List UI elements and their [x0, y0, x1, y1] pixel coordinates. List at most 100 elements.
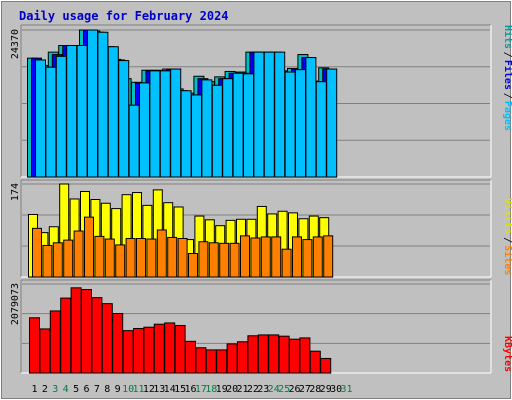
bar-pages-day-27 [305, 57, 317, 178]
bar-pages-day-26 [295, 69, 306, 178]
bar-kbytes-day-27 [299, 337, 311, 374]
bar-kbytes-day-3 [49, 310, 61, 374]
day-label-5: 5 [73, 384, 79, 395]
bar-sites-day-9 [115, 244, 126, 278]
bar-sites-day-12 [146, 238, 157, 278]
legend-separator: / [502, 237, 512, 243]
bar-pages-day-13 [159, 70, 171, 178]
day-label-16: 16 [184, 384, 196, 395]
day-label-17: 17 [195, 384, 207, 395]
bar-sites-day-26 [292, 236, 302, 278]
bar-pages-day-7 [97, 31, 109, 178]
bar-sites-day-17 [198, 241, 209, 278]
bar-sites-day-20 [229, 242, 240, 278]
bar-kbytes-day-16 [185, 340, 196, 374]
bar-sites-day-24 [271, 236, 282, 278]
bar-sites-day-7 [94, 235, 105, 278]
day-label-30: 30 [330, 384, 342, 395]
legend-sites: Sites [502, 245, 512, 275]
bar-kbytes-day-2 [39, 328, 51, 374]
legend-separator: / [502, 52, 512, 58]
day-label-4: 4 [63, 384, 69, 395]
bar-sites-day-5 [73, 230, 84, 278]
bar-pages-day-29 [326, 68, 338, 178]
bar-kbytes-day-14 [164, 322, 176, 374]
day-label-26: 26 [288, 384, 300, 395]
bar-sites-day-10 [125, 238, 136, 278]
bar-sites-day-1 [32, 227, 42, 278]
legend-pages: Pages [502, 101, 512, 131]
day-label-7: 7 [94, 384, 100, 395]
day-label-28: 28 [309, 384, 321, 395]
bar-kbytes-day-25 [278, 335, 290, 374]
chart-panels: 24370 174 2079073 [10, 24, 492, 374]
max-value-label: 24370 [10, 29, 21, 59]
bar-sites-day-15 [177, 238, 188, 278]
day-label-11: 11 [132, 384, 144, 395]
bar-sites-day-2 [42, 244, 53, 278]
bar-pages-day-19 [222, 78, 234, 178]
bar-pages-day-28 [315, 81, 327, 178]
bar-kbytes-day-13 [153, 323, 165, 374]
bar-pages-day-10 [128, 104, 140, 178]
day-label-9: 9 [115, 384, 121, 395]
day-label-23: 23 [257, 384, 269, 395]
bar-pages-day-8 [107, 46, 119, 178]
bar-sites-day-21 [240, 235, 250, 278]
bar-pages-day-4 [66, 45, 78, 178]
day-label-20: 20 [226, 384, 238, 395]
day-label-22: 22 [247, 384, 259, 395]
bar-kbytes-day-10 [122, 330, 134, 374]
day-label-27: 27 [299, 384, 311, 395]
day-label-8: 8 [104, 384, 110, 395]
day-label-10: 10 [122, 384, 134, 395]
bar-kbytes-day-11 [133, 327, 144, 374]
legend-separator: / [502, 93, 512, 99]
day-label-24: 24 [268, 384, 280, 395]
bar-kbytes-day-28 [309, 350, 321, 374]
day-label-1: 1 [31, 384, 37, 395]
bar-pages-day-2 [45, 66, 57, 178]
bar-kbytes-day-12 [143, 326, 155, 374]
legend-hits: Hits [502, 25, 512, 49]
bar-kbytes-day-26 [289, 338, 300, 374]
day-label-31: 31 [340, 384, 352, 395]
bar-pages-day-25 [284, 71, 296, 178]
bar-kbytes-day-1 [29, 317, 40, 374]
bar-sites-day-22 [250, 237, 261, 278]
day-label-15: 15 [174, 384, 186, 395]
bar-pages-day-12 [149, 70, 161, 178]
day-label-2: 2 [42, 384, 48, 395]
bar-pages-day-20 [232, 72, 244, 178]
day-label-25: 25 [278, 384, 290, 395]
bar-pages-day-17 [201, 79, 213, 178]
bar-pages-day-22 [253, 51, 265, 178]
bar-pages-day-9 [118, 60, 130, 178]
bar-kbytes-day-15 [174, 324, 186, 374]
bar-pages-day-15 [180, 90, 192, 178]
bar-kbytes-day-24 [268, 334, 280, 374]
bar-sites-day-28 [312, 236, 323, 278]
bar-pages-day-1 [35, 59, 46, 178]
bar-kbytes-day-8 [101, 303, 113, 374]
bar-sites-day-16 [188, 252, 198, 278]
panel-visits-sites: 174 [10, 179, 492, 278]
bar-kbytes-day-18 [205, 349, 217, 374]
bar-kbytes-day-20 [226, 343, 238, 374]
max-value-label: 174 [10, 183, 21, 201]
bar-sites-day-19 [219, 242, 230, 278]
bar-sites-day-13 [156, 229, 167, 278]
bar-pages-day-3 [55, 55, 67, 178]
bar-kbytes-day-23 [257, 334, 269, 374]
bar-kbytes-day-19 [216, 349, 228, 374]
max-value-label: 2079073 [10, 283, 21, 325]
bar-kbytes-day-29 [320, 357, 332, 374]
day-label-21: 21 [236, 384, 248, 395]
legend-visits: Visits [502, 198, 512, 234]
bar-pages-day-5 [76, 45, 88, 178]
bar-kbytes-day-9 [112, 312, 124, 374]
day-label-18: 18 [205, 384, 217, 395]
day-label-29: 29 [320, 384, 332, 395]
bar-pages-day-23 [263, 51, 275, 178]
bar-pages-day-16 [191, 94, 202, 178]
